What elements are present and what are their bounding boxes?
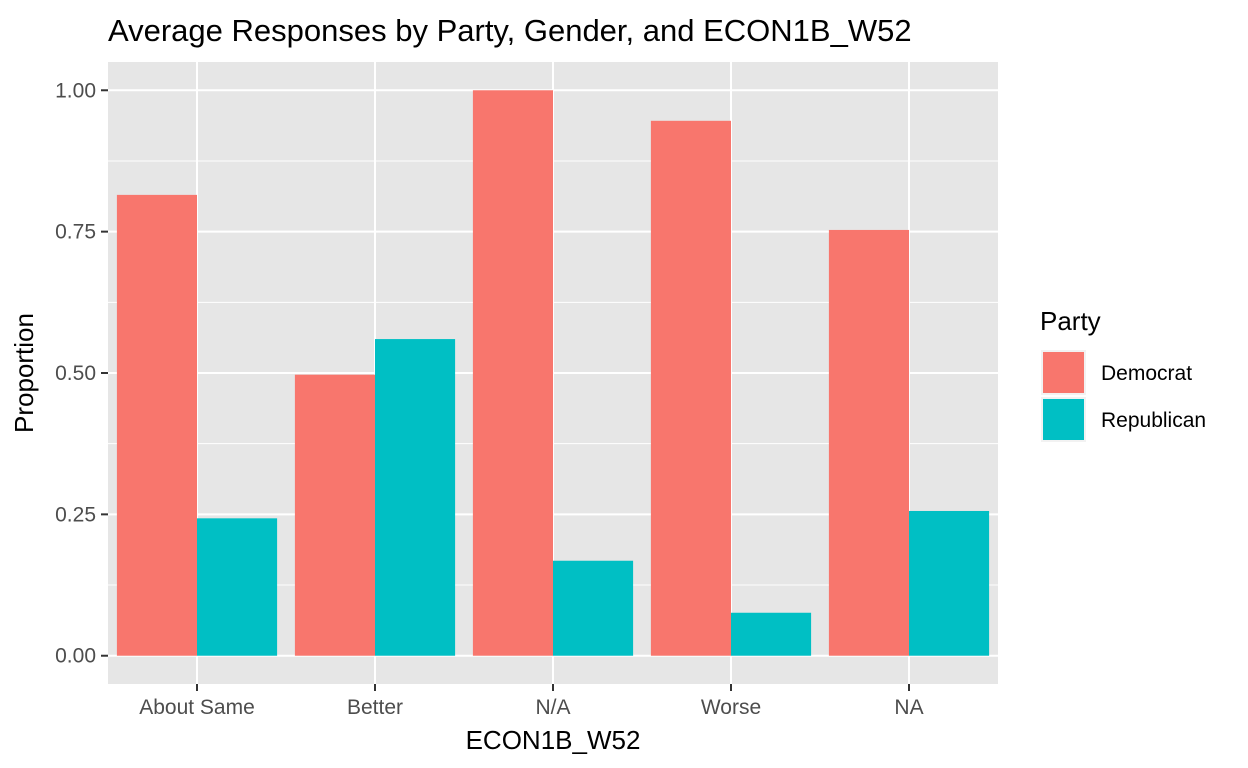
y-tick-label: 0.50 [55,362,96,385]
x-tick-label: N/A [535,696,570,719]
y-tick-label: 1.00 [55,79,96,102]
y-tick-label: 0.75 [55,221,96,244]
bar-republican-0 [197,518,278,656]
legend: Party Democrat Republican [1040,306,1206,442]
x-axis-title: ECON1B_W52 [466,725,641,755]
bar-republican-2 [553,560,634,656]
bar-republican-3 [731,612,812,656]
bar-democrat-1 [294,374,375,656]
x-tick-label: Better [347,696,403,719]
bar-democrat-3 [650,120,731,656]
bars [116,90,990,656]
y-tick-label: 0.25 [55,503,96,526]
legend-key-republican [1043,399,1084,440]
x-axis: About Same Better N/A Worse NA [139,684,924,719]
y-axis-title: Proportion [9,313,39,433]
bar-republican-1 [375,339,456,656]
x-tick-label: NA [894,696,923,719]
bar-republican-4 [909,510,990,656]
x-tick-label: Worse [701,696,761,719]
chart-title: Average Responses by Party, Gender, and … [108,13,912,48]
legend-items: Democrat Republican [1041,350,1206,442]
bar-democrat-4 [828,229,909,656]
legend-title: Party [1040,306,1101,336]
bar-democrat-2 [472,90,553,656]
x-tick-label: About Same [139,696,255,719]
y-tick-label: 0.00 [55,645,96,668]
bar-democrat-0 [116,194,197,656]
legend-label-democrat: Democrat [1101,362,1192,385]
y-axis: 0.00 0.25 0.50 0.75 1.00 [55,79,108,668]
legend-label-republican: Republican [1101,409,1206,432]
legend-key-democrat [1043,352,1084,393]
